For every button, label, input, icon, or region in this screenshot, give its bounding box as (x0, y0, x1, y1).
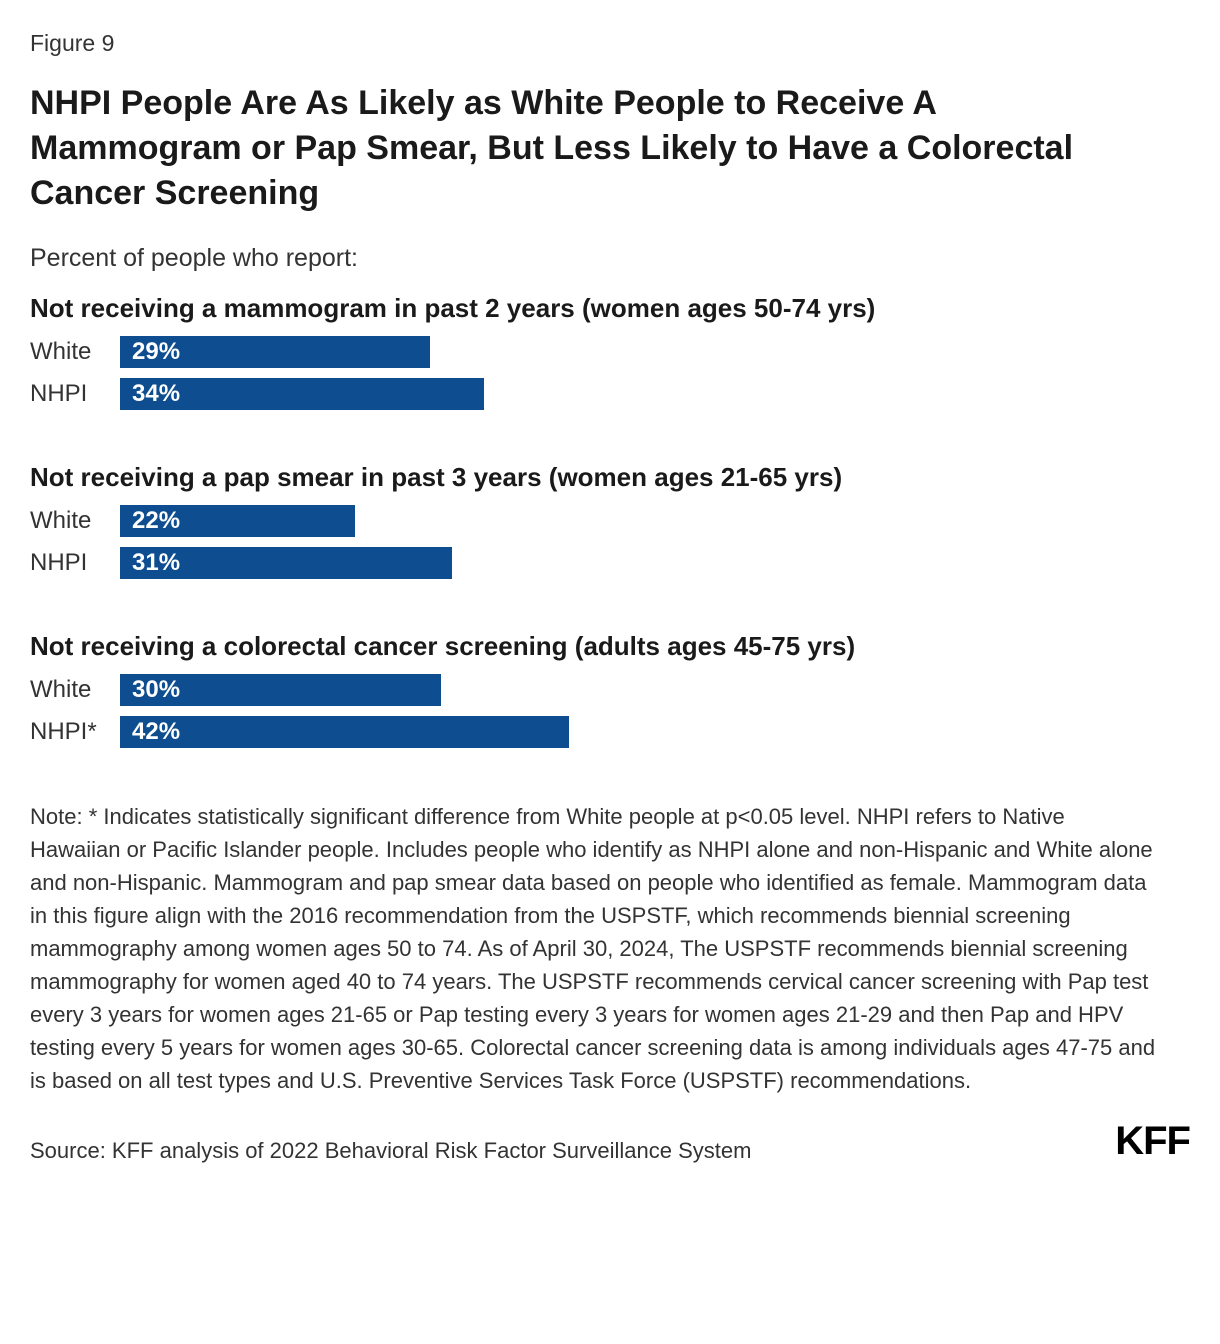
bar-fill: 42% (120, 716, 569, 748)
section-heading: Not receiving a pap smear in past 3 year… (30, 462, 1190, 493)
figure-title: NHPI People Are As Likely as White Peopl… (30, 81, 1130, 216)
bar-track: 30% (120, 674, 1190, 706)
figure-source: Source: KFF analysis of 2022 Behavioral … (30, 1138, 751, 1164)
bar-track: 29% (120, 336, 1190, 368)
bar-track: 31% (120, 547, 1190, 579)
bar-fill: 31% (120, 547, 452, 579)
bar-track: 42% (120, 716, 1190, 748)
figure-label: Figure 9 (30, 30, 1190, 57)
bar-category-label: NHPI (30, 549, 120, 577)
section-heading: Not receiving a mammogram in past 2 year… (30, 293, 1190, 324)
chart-section: Not receiving a colorectal cancer screen… (30, 631, 1190, 750)
bar-category-label: NHPI (30, 380, 120, 408)
kff-logo: KFF (1115, 1119, 1190, 1164)
bar-chart: Not receiving a mammogram in past 2 year… (30, 293, 1190, 750)
bar-row: NHPI*42% (30, 714, 1190, 750)
bar-fill: 29% (120, 336, 430, 368)
chart-section: Not receiving a pap smear in past 3 year… (30, 462, 1190, 581)
bar-category-label: NHPI* (30, 718, 120, 746)
bar-category-label: White (30, 676, 120, 704)
chart-section: Not receiving a mammogram in past 2 year… (30, 293, 1190, 412)
bar-category-label: White (30, 338, 120, 366)
bar-fill: 34% (120, 378, 484, 410)
bar-row: White29% (30, 334, 1190, 370)
bar-row: White30% (30, 672, 1190, 708)
figure-subtitle: Percent of people who report: (30, 244, 1190, 273)
section-heading: Not receiving a colorectal cancer screen… (30, 631, 1190, 662)
source-row: Source: KFF analysis of 2022 Behavioral … (30, 1119, 1190, 1164)
bar-row: NHPI34% (30, 376, 1190, 412)
bar-track: 22% (120, 505, 1190, 537)
bar-fill: 30% (120, 674, 441, 706)
figure-note: Note: * Indicates statistically signific… (30, 800, 1160, 1097)
bar-row: White22% (30, 503, 1190, 539)
bar-track: 34% (120, 378, 1190, 410)
bar-row: NHPI31% (30, 545, 1190, 581)
bar-category-label: White (30, 507, 120, 535)
figure-container: Figure 9 NHPI People Are As Likely as Wh… (0, 0, 1220, 1194)
bar-fill: 22% (120, 505, 355, 537)
